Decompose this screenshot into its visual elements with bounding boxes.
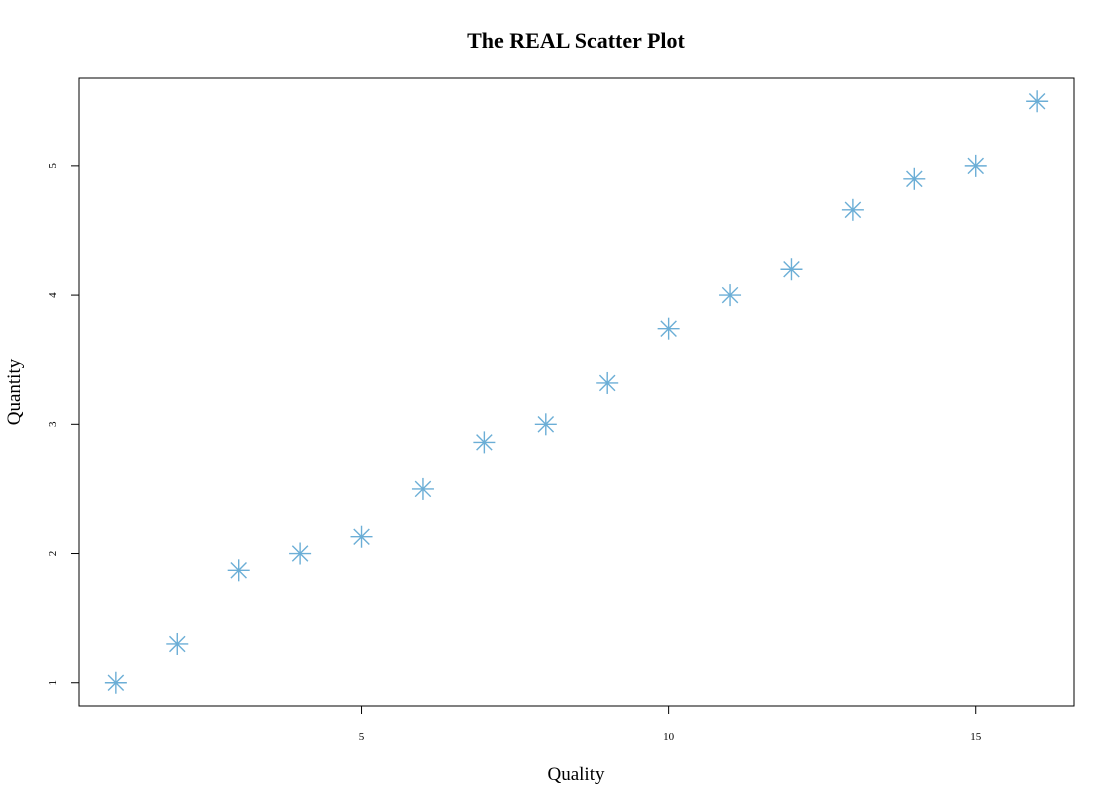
scatter-point — [227, 559, 250, 582]
y-tick-label: 5 — [47, 163, 59, 169]
x-axis-label: Quality — [548, 764, 605, 785]
y-tick-label: 4 — [47, 292, 59, 298]
x-tick-label: 5 — [359, 731, 365, 743]
scatter-point — [534, 413, 557, 436]
scatter-point — [473, 431, 496, 454]
y-tick-label: 3 — [47, 421, 59, 427]
x-tick-label: 10 — [663, 731, 675, 743]
x-tick-label: 15 — [970, 731, 982, 743]
y-axis-label: Quantity — [4, 358, 25, 425]
scatter-point — [657, 317, 680, 340]
y-tick-label: 2 — [47, 551, 59, 557]
scatter-point — [780, 258, 803, 281]
scatter-point — [596, 371, 619, 394]
scatter-point — [411, 477, 434, 500]
y-tick-label: 1 — [47, 680, 59, 686]
chart-title: The REAL Scatter Plot — [467, 28, 685, 53]
scatter-point — [1026, 90, 1049, 113]
data-points — [104, 90, 1049, 694]
scatter-point — [350, 525, 373, 548]
scatter-point — [841, 198, 864, 221]
plot-frame — [78, 77, 1075, 707]
scatter-point — [289, 542, 312, 565]
scatter-point — [719, 284, 742, 307]
y-axis: 1 2 3 4 5 — [47, 163, 80, 686]
scatter-point — [166, 632, 189, 655]
scatter-point — [964, 154, 987, 177]
scatter-point — [104, 671, 127, 694]
x-axis: 5 10 15 — [359, 705, 982, 743]
scatter-point — [903, 167, 926, 190]
